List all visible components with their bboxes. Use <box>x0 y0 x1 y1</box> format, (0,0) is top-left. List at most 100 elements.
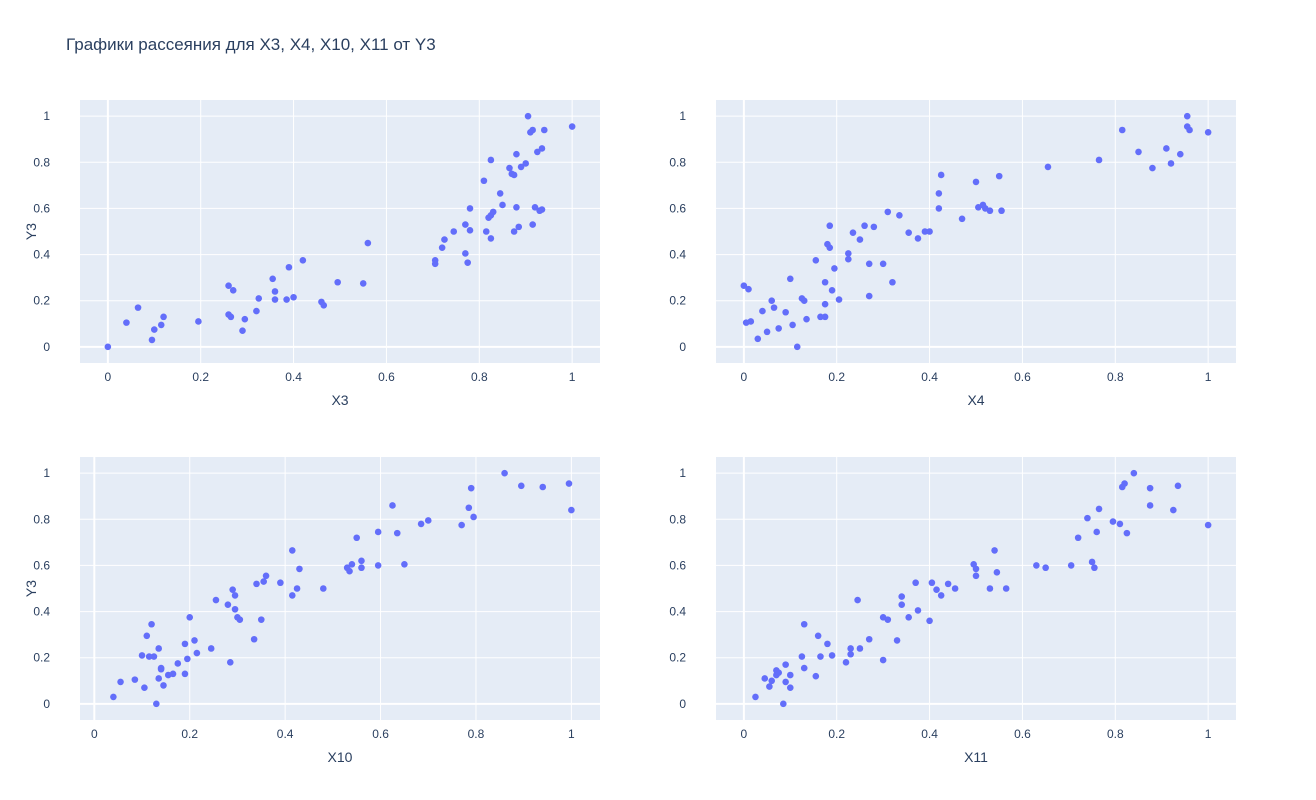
data-point[interactable] <box>374 562 382 569</box>
data-point[interactable] <box>195 318 202 325</box>
data-point[interactable] <box>470 513 477 521</box>
data-point[interactable] <box>847 650 854 658</box>
data-point[interactable] <box>803 315 810 323</box>
data-point[interactable] <box>529 126 536 134</box>
data-point[interactable] <box>1002 585 1010 592</box>
data-point[interactable] <box>933 586 940 593</box>
data-point[interactable] <box>160 313 167 321</box>
data-point[interactable] <box>754 335 762 343</box>
data-point[interactable] <box>207 645 215 652</box>
data-point[interactable] <box>169 670 177 678</box>
data-point[interactable] <box>255 295 263 302</box>
data-point[interactable] <box>393 529 401 537</box>
data-point[interactable] <box>845 250 852 257</box>
data-point[interactable] <box>155 675 163 682</box>
data-point[interactable] <box>972 565 980 573</box>
data-point[interactable] <box>958 215 966 223</box>
data-point[interactable] <box>269 275 276 283</box>
data-point[interactable] <box>538 145 546 152</box>
data-point[interactable] <box>193 649 201 657</box>
data-point[interactable] <box>348 560 356 568</box>
data-point[interactable] <box>1130 469 1138 477</box>
data-point[interactable] <box>937 592 945 599</box>
data-point[interactable] <box>935 190 943 197</box>
data-point[interactable] <box>926 228 933 235</box>
data-point[interactable] <box>937 171 945 179</box>
data-point[interactable] <box>148 620 155 628</box>
data-point[interactable] <box>506 164 513 172</box>
data-point[interactable] <box>538 206 546 213</box>
data-point[interactable] <box>944 580 952 588</box>
data-point[interactable] <box>879 656 887 664</box>
data-point[interactable] <box>517 163 525 171</box>
data-point[interactable] <box>782 678 789 686</box>
data-point[interactable] <box>770 304 778 311</box>
data-point[interactable] <box>870 223 878 231</box>
data-point[interactable] <box>253 580 260 588</box>
data-point[interactable] <box>879 260 887 268</box>
data-point[interactable] <box>290 293 297 301</box>
data-point[interactable] <box>260 578 267 585</box>
data-point[interactable] <box>786 684 794 692</box>
data-point[interactable] <box>1183 112 1191 120</box>
data-point[interactable] <box>991 547 998 554</box>
data-point[interactable] <box>995 172 1003 180</box>
data-point[interactable] <box>986 585 994 592</box>
data-point[interactable] <box>510 171 518 179</box>
data-point[interactable] <box>1204 521 1212 529</box>
data-point[interactable] <box>1095 156 1103 164</box>
data-point[interactable] <box>761 675 769 682</box>
data-point[interactable] <box>293 585 301 592</box>
data-point[interactable] <box>480 177 488 185</box>
data-point[interactable] <box>501 469 508 477</box>
data-point[interactable] <box>1170 506 1177 514</box>
data-point[interactable] <box>1167 160 1175 167</box>
data-point[interactable] <box>928 579 936 587</box>
data-point[interactable] <box>800 297 808 305</box>
data-point[interactable] <box>123 319 130 326</box>
data-point[interactable] <box>1042 564 1049 572</box>
data-point[interactable] <box>224 601 232 608</box>
data-point[interactable] <box>1116 520 1124 528</box>
data-point[interactable] <box>229 287 237 294</box>
data-point[interactable] <box>529 221 536 228</box>
data-point[interactable] <box>986 207 994 215</box>
data-point[interactable] <box>972 178 980 186</box>
data-point[interactable] <box>482 228 490 235</box>
data-point[interactable] <box>845 255 852 263</box>
data-point[interactable] <box>914 235 922 242</box>
data-point[interactable] <box>998 207 1005 215</box>
data-point[interactable] <box>231 605 239 613</box>
data-point[interactable] <box>768 677 776 685</box>
data-point[interactable] <box>821 300 829 308</box>
data-point[interactable] <box>826 222 834 230</box>
data-point[interactable] <box>515 223 523 231</box>
data-point[interactable] <box>782 661 789 668</box>
data-point[interactable] <box>775 325 782 332</box>
data-point[interactable] <box>110 693 117 701</box>
data-point[interactable] <box>1123 529 1131 537</box>
data-point[interactable] <box>766 683 773 690</box>
data-point[interactable] <box>896 212 903 219</box>
data-point[interactable] <box>565 480 573 487</box>
data-point[interactable] <box>786 671 794 679</box>
data-point[interactable] <box>464 259 471 266</box>
data-point[interactable] <box>186 614 194 621</box>
data-point[interactable] <box>145 653 153 660</box>
data-point[interactable] <box>1146 502 1154 509</box>
data-point[interactable] <box>800 664 808 672</box>
data-point[interactable] <box>510 228 518 235</box>
data-point[interactable] <box>759 307 766 315</box>
data-point[interactable] <box>389 502 396 509</box>
data-point[interactable] <box>401 560 408 568</box>
data-point[interactable] <box>835 296 843 303</box>
data-point[interactable] <box>817 313 824 321</box>
data-point[interactable] <box>320 585 327 592</box>
data-point[interactable] <box>745 285 752 293</box>
data-point[interactable] <box>231 592 239 599</box>
data-point[interactable] <box>854 596 861 604</box>
data-point[interactable] <box>250 635 258 643</box>
data-point[interactable] <box>299 257 307 264</box>
data-point[interactable] <box>467 484 475 492</box>
data-point[interactable] <box>134 304 142 311</box>
